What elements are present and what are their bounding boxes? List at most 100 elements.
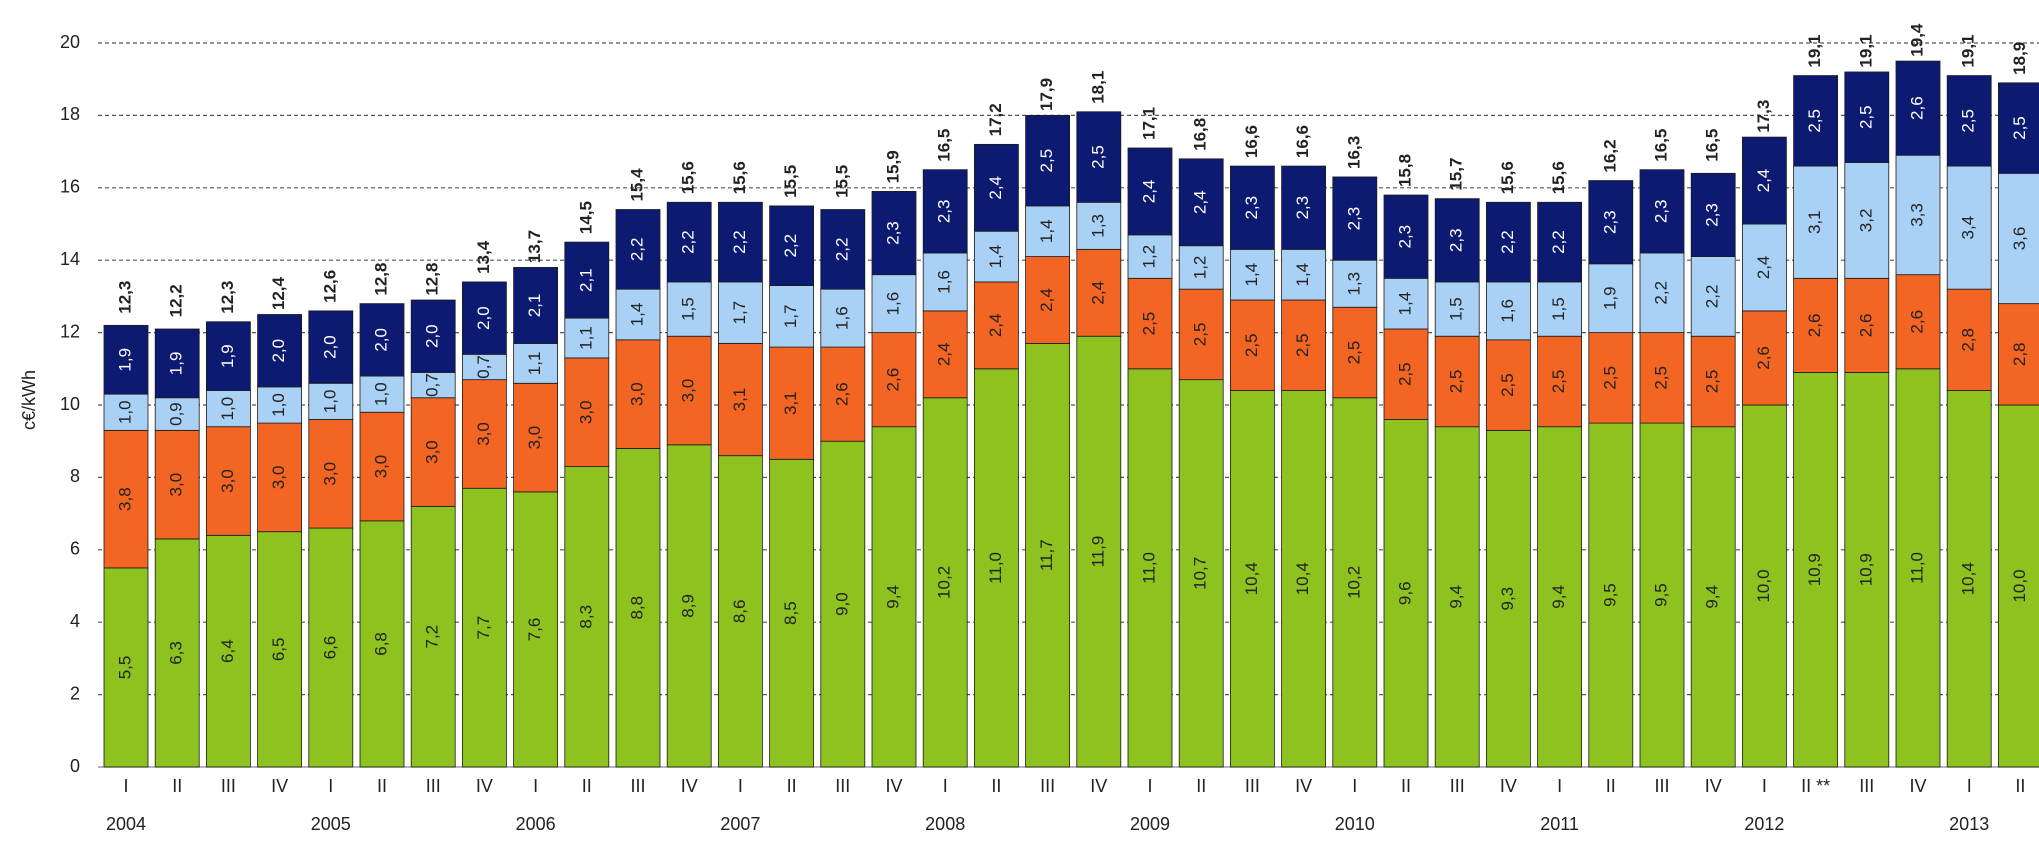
total-label: 16,6 (1293, 125, 1312, 158)
total-label: 15,9 (883, 150, 902, 183)
bar-segment (1281, 248, 1326, 301)
total-label: 12,8 (371, 263, 390, 296)
total-label: 15,6 (730, 161, 749, 194)
bar-segment (410, 372, 456, 399)
bar-segment (1178, 158, 1224, 247)
segment-label: 3,0 (423, 440, 442, 464)
bar-segment (718, 281, 763, 344)
bar-segment (1895, 154, 1941, 276)
bar-segment (769, 285, 814, 348)
segment-label: 2,5 (1805, 109, 1824, 133)
bar-segment (1127, 147, 1173, 236)
total-label: 15,6 (1549, 161, 1568, 194)
x-tick-label: III (1450, 776, 1465, 796)
segment-label: 2,6 (883, 368, 902, 392)
segment-label: 2,8 (2010, 342, 2029, 366)
segment-label: 1,6 (832, 306, 851, 330)
total-label: 15,5 (781, 165, 800, 198)
bar-segment (666, 281, 712, 337)
x-tick-label: IV (1295, 776, 1312, 796)
x-tick-label: I (1967, 776, 1972, 796)
bar-segment (1127, 368, 1173, 768)
bar-segment (974, 143, 1019, 232)
year-label: 2007 (720, 814, 760, 834)
bar-segment (1486, 201, 1531, 283)
segment-label: 2,2 (1651, 281, 1670, 305)
bar-segment (461, 487, 507, 768)
segment-label: 2,5 (1651, 366, 1670, 390)
bar-segment (1793, 165, 1838, 279)
segment-label: 3,0 (679, 379, 698, 403)
total-label: 17,9 (1037, 78, 1056, 111)
bar-segment (769, 346, 814, 460)
x-tick-label: II (582, 776, 592, 796)
bar-segment (666, 335, 712, 446)
total-label: 16,5 (1703, 129, 1722, 162)
segment-label: 1,9 (115, 348, 134, 372)
x-tick-label: I (328, 776, 333, 796)
bar-segment (308, 382, 354, 420)
segment-label: 2,6 (1754, 346, 1773, 370)
x-tick-label: II ** (1801, 776, 1830, 796)
x-tick-label: IV (1705, 776, 1722, 796)
segment-label: 2,3 (1293, 196, 1312, 220)
y-axis-label: c€/kWh (19, 370, 39, 430)
bar-segment (1690, 426, 1736, 768)
bar-segment (1281, 165, 1326, 250)
segment-label: 1,9 (1600, 286, 1619, 310)
year-label: 2013 (1949, 814, 1989, 834)
segment-label: 2,2 (1703, 285, 1722, 309)
bar-segment (1946, 165, 1992, 290)
x-tick-label: III (835, 776, 850, 796)
segment-label: 2,3 (935, 200, 954, 224)
x-tick-label: I (738, 776, 743, 796)
bar-segment (461, 281, 507, 355)
bar-segment (718, 201, 763, 283)
bar-segment (513, 267, 558, 344)
bar-segment (1639, 422, 1685, 768)
total-label: 15,8 (1395, 154, 1414, 187)
bar-segment (1434, 198, 1480, 283)
bar-segment (1998, 82, 2039, 174)
bar-segment (103, 429, 149, 569)
bar-segment (359, 411, 405, 522)
segment-label: 10,4 (1293, 562, 1312, 595)
bar-segment (1076, 335, 1122, 768)
segment-label: 6,3 (167, 641, 186, 665)
segment-label: 10,0 (1754, 569, 1773, 602)
segment-label: 7,7 (474, 616, 493, 640)
segment-label: 2,8 (1959, 328, 1978, 352)
segment-label: 2,2 (1498, 230, 1517, 254)
x-tick-label: III (221, 776, 236, 796)
segment-label: 2,0 (269, 339, 288, 363)
segment-label: 2,3 (883, 221, 902, 245)
bar-segment (1383, 194, 1429, 279)
y-tick-label: 20 (60, 32, 80, 52)
bar-segment (1946, 288, 1992, 391)
segment-label: 2,1 (525, 294, 544, 318)
segment-label: 2,5 (1703, 370, 1722, 394)
bar-segment (1639, 252, 1685, 334)
bar-segment (1486, 281, 1531, 341)
segment-label: 3,0 (627, 382, 646, 406)
x-tick-label: II (1401, 776, 1411, 796)
bar-segment (1537, 201, 1582, 283)
segment-label: 2,5 (1293, 333, 1312, 357)
bar-segment (1076, 248, 1122, 337)
total-label: 12,3 (218, 281, 237, 314)
bar-segment (1332, 306, 1378, 399)
bar-segment (308, 419, 354, 529)
y-tick-label: 2 (70, 683, 80, 703)
bar-segment (820, 209, 866, 290)
y-tick-label: 0 (70, 756, 80, 776)
segment-label: 1,0 (320, 390, 339, 414)
year-label: 2005 (311, 814, 351, 834)
segment-label: 2,4 (986, 176, 1005, 200)
bar-segment (461, 379, 507, 489)
x-tick-label: I (1147, 776, 1152, 796)
segment-label: 1,4 (627, 303, 646, 327)
segment-label: 2,2 (1549, 230, 1568, 254)
bar-segment (1639, 332, 1685, 424)
segment-label: 2,4 (986, 314, 1005, 338)
total-label: 17,1 (1139, 107, 1158, 140)
